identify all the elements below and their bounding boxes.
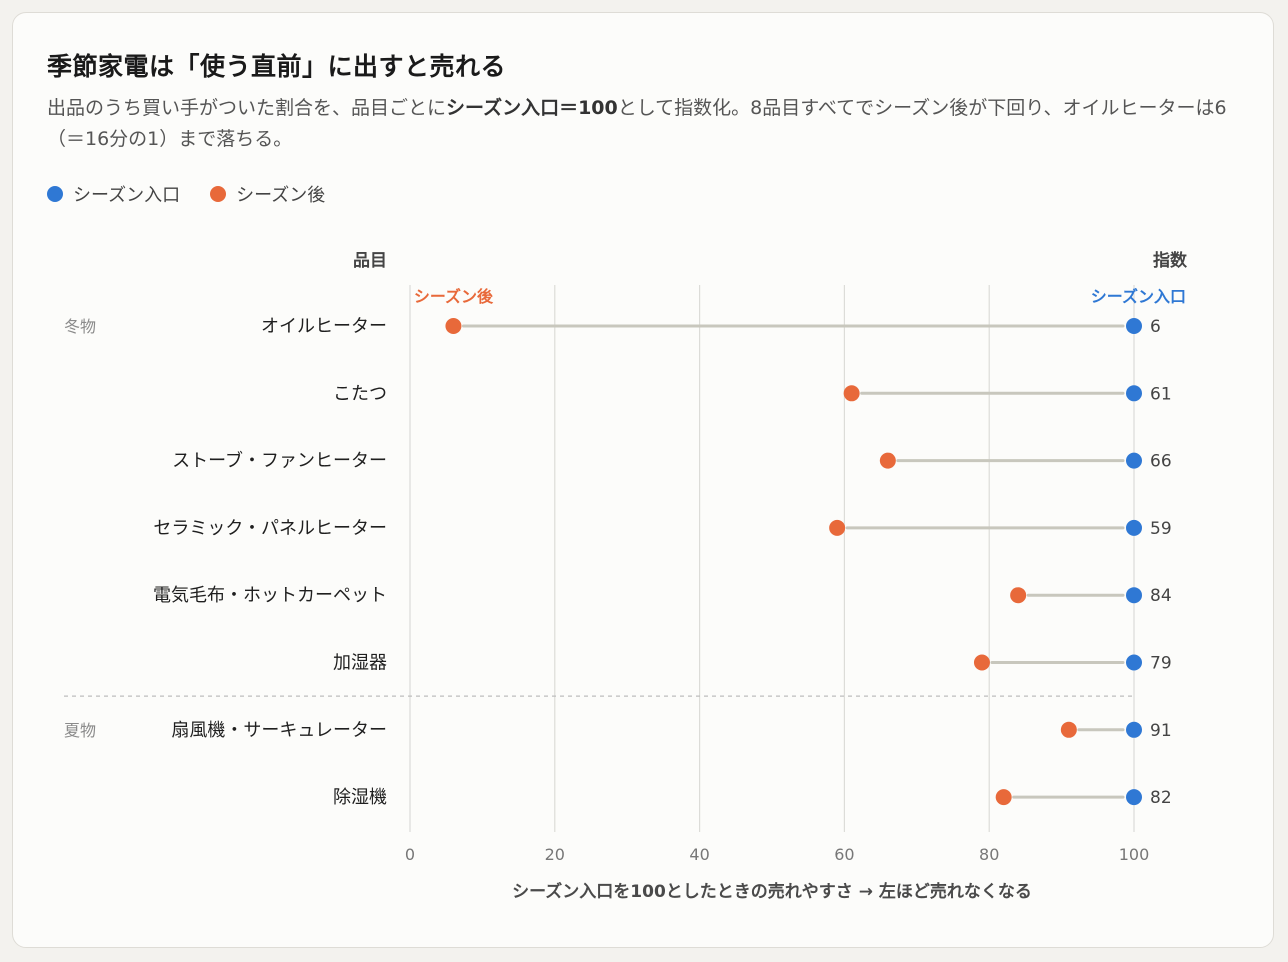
x-tick-label: 40: [689, 845, 709, 864]
annotation-after: シーズン後: [414, 287, 494, 306]
x-tick-label: 20: [545, 845, 565, 864]
category-label: セラミック・パネルヒーター: [153, 518, 387, 539]
point-entry: [1126, 318, 1142, 334]
point-after: [879, 452, 896, 469]
legend-dot-after: [210, 186, 227, 202]
point-entry: [1126, 721, 1142, 738]
point-after: [1010, 587, 1027, 604]
group-label: 冬物: [64, 317, 96, 336]
category-label: 電気毛布・ホットカーペット: [153, 585, 387, 606]
x-tick-label: 100: [1119, 845, 1150, 864]
point-entry: [1126, 789, 1142, 806]
legend-label-after: シーズン後: [236, 185, 326, 206]
annotation-entry: シーズン入口: [1091, 287, 1186, 306]
category-label: こたつ: [333, 383, 387, 404]
column-header-item: 品目: [353, 251, 387, 271]
value-label: 66: [1150, 452, 1172, 472]
point-entry: [1126, 385, 1142, 402]
point-after: [995, 789, 1012, 806]
point-after: [973, 654, 990, 671]
x-tick-label: 60: [834, 845, 854, 864]
value-label: 79: [1150, 654, 1172, 674]
value-label: 61: [1150, 384, 1172, 404]
chart-subtitle: 出品のうち買い手がついた割合を、品目ごとにシーズン入口＝100として指数化。8品…: [47, 93, 1247, 155]
value-label: 59: [1150, 519, 1172, 539]
point-entry: [1126, 452, 1142, 469]
value-label: 91: [1150, 721, 1172, 741]
point-entry: [1126, 519, 1142, 536]
point-entry: [1126, 587, 1142, 604]
point-after: [445, 318, 462, 334]
x-tick-label: 0: [405, 845, 415, 864]
point-after: [843, 385, 860, 402]
category-label: 加湿器: [333, 653, 387, 674]
point-entry: [1126, 654, 1142, 671]
category-label: オイルヒーター: [261, 316, 387, 337]
subtitle-part2: として指数化。8品目すべてでシーズン後が下回り、オイルヒーターは6（＝16分の1…: [47, 97, 1227, 150]
category-label: 除湿機: [333, 787, 387, 808]
x-tick-label: 80: [979, 845, 999, 864]
point-after: [1060, 721, 1077, 738]
legend-dot-entry: [47, 186, 63, 202]
subtitle-bold: シーズン入口＝100: [446, 97, 618, 119]
point-after: [829, 519, 846, 536]
x-axis-label: シーズン入口を100としたときの売れやすさ → 左ほど売れなくなる: [512, 881, 1032, 902]
legend: シーズン入口 シーズン後: [47, 181, 355, 207]
subtitle-part1: 出品のうち買い手がついた割合を、品目ごとに: [47, 97, 447, 119]
value-label: 82: [1150, 788, 1172, 808]
value-label: 6: [1150, 317, 1161, 337]
chart-title: 季節家電は「使う直前」に出すと売れる: [47, 52, 507, 81]
legend-item-entry: シーズン入口: [47, 181, 180, 207]
category-label: ストーブ・ファンヒーター: [172, 450, 387, 472]
column-header-value: 指数: [1153, 250, 1188, 271]
category-label: 扇風機・サーキュレーター: [171, 720, 387, 741]
group-label: 夏物: [64, 721, 96, 740]
legend-item-after: シーズン後: [210, 181, 325, 207]
legend-label-entry: シーズン入口: [73, 185, 181, 206]
value-label: 84: [1150, 586, 1172, 606]
chart-card: 季節家電は「使う直前」に出すと売れる 出品のうち買い手がついた割合を、品目ごとに…: [12, 12, 1274, 948]
